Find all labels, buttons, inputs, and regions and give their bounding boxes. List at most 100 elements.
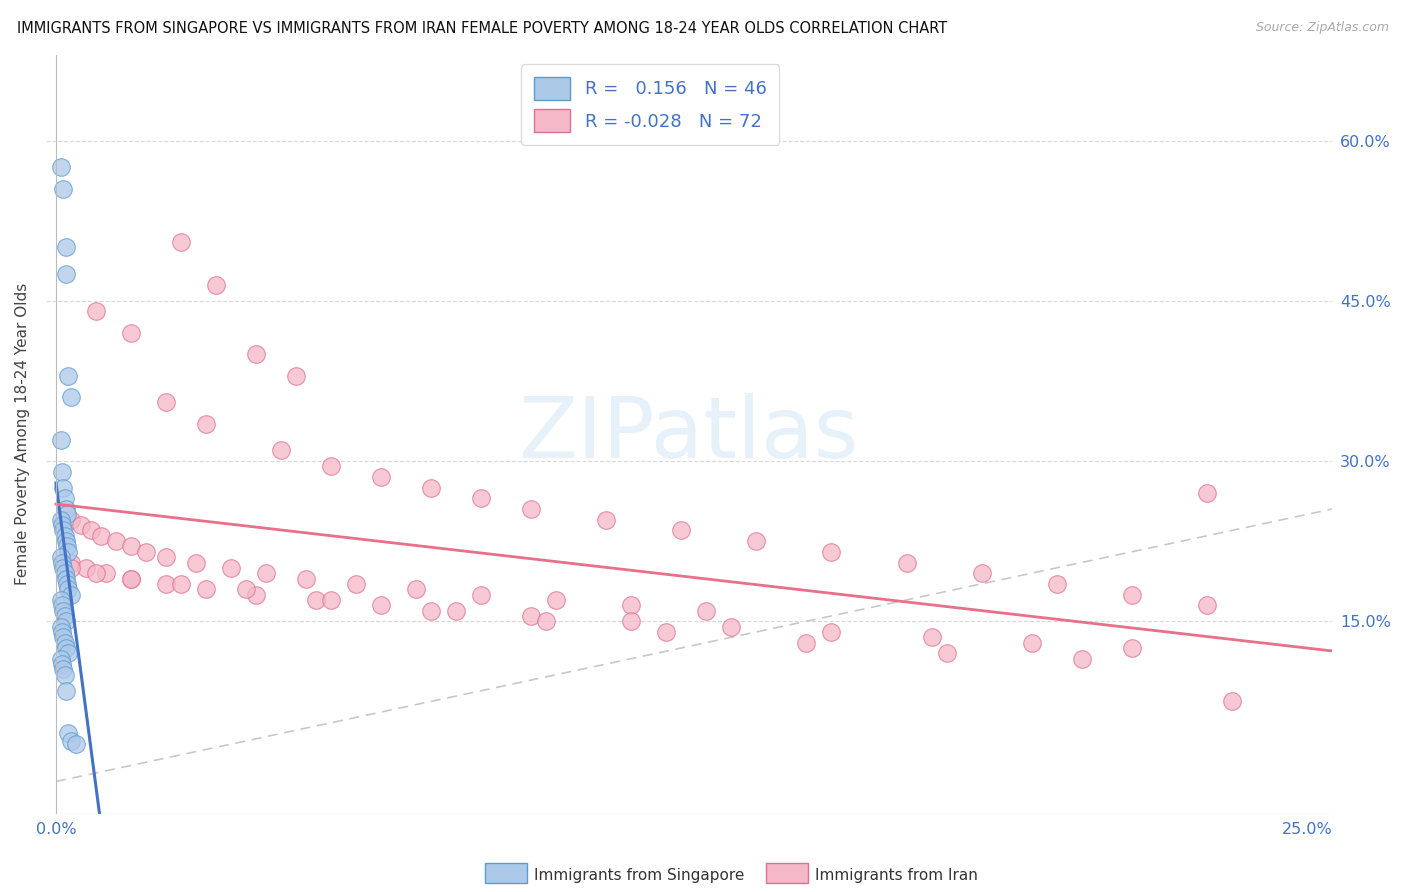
Point: [295, 572, 318, 586]
Point: [170, 577, 193, 591]
Point: [520, 608, 543, 623]
Point: [59, 734, 82, 748]
Text: ZIPatlas: ZIPatlas: [519, 392, 859, 475]
Point: [51, 599, 73, 613]
Point: [820, 545, 842, 559]
Point: [53, 491, 76, 506]
Point: [59, 561, 82, 575]
Point: [1195, 486, 1218, 500]
Point: [796, 635, 818, 649]
Point: [120, 572, 142, 586]
Point: [55, 240, 77, 254]
Point: [1046, 577, 1069, 591]
Point: [55, 534, 77, 549]
Point: [53, 667, 76, 681]
Point: [52, 662, 75, 676]
Point: [155, 577, 177, 591]
Point: [135, 545, 157, 559]
Point: [546, 593, 568, 607]
Point: [155, 550, 177, 565]
Point: [105, 534, 128, 549]
Point: [935, 646, 957, 660]
Point: [84, 304, 107, 318]
Point: [49, 513, 72, 527]
Point: [254, 566, 277, 581]
Point: [51, 465, 73, 479]
Point: [55, 267, 77, 281]
Point: [80, 524, 103, 538]
Point: [58, 368, 80, 383]
Point: [52, 630, 75, 644]
Point: [820, 624, 842, 639]
Point: [59, 390, 82, 404]
Point: [120, 572, 142, 586]
Point: [55, 640, 77, 655]
Point: [49, 651, 72, 665]
Point: [70, 518, 93, 533]
Point: [56, 540, 79, 554]
Legend: R =   0.156   N = 46, R = -0.028   N = 72: R = 0.156 N = 46, R = -0.028 N = 72: [522, 64, 779, 145]
Point: [51, 518, 73, 533]
Point: [120, 540, 142, 554]
Point: [1021, 635, 1043, 649]
Point: [58, 646, 80, 660]
Point: [195, 582, 218, 597]
Point: [1070, 651, 1092, 665]
Point: [420, 481, 443, 495]
Point: [896, 556, 918, 570]
Text: Source: ZipAtlas.com: Source: ZipAtlas.com: [1256, 21, 1389, 34]
Text: Immigrants from Singapore: Immigrants from Singapore: [534, 869, 745, 883]
Text: IMMIGRANTS FROM SINGAPORE VS IMMIGRANTS FROM IRAN FEMALE POVERTY AMONG 18-24 YEA: IMMIGRANTS FROM SINGAPORE VS IMMIGRANTS …: [17, 21, 948, 36]
Y-axis label: Female Poverty Among 18-24 Year Olds: Female Poverty Among 18-24 Year Olds: [15, 283, 30, 585]
Point: [90, 529, 112, 543]
Point: [536, 614, 558, 628]
Point: [52, 561, 75, 575]
Point: [53, 635, 76, 649]
Point: [671, 524, 693, 538]
Point: [620, 599, 643, 613]
Point: [55, 683, 77, 698]
Point: [52, 481, 75, 495]
Point: [420, 604, 443, 618]
Point: [219, 561, 242, 575]
Point: [305, 593, 328, 607]
Point: [49, 619, 72, 633]
Point: [285, 368, 308, 383]
Point: [370, 599, 392, 613]
Point: [620, 614, 643, 628]
Point: [49, 550, 72, 565]
Point: [970, 566, 993, 581]
Point: [52, 524, 75, 538]
Point: [59, 513, 82, 527]
Point: [470, 588, 492, 602]
Point: [321, 593, 343, 607]
Point: [720, 619, 742, 633]
Point: [49, 161, 72, 175]
Point: [1220, 694, 1243, 708]
Point: [59, 588, 82, 602]
Point: [120, 326, 142, 340]
Point: [84, 566, 107, 581]
Point: [344, 577, 367, 591]
Point: [51, 657, 73, 671]
Point: [520, 502, 543, 516]
Point: [58, 582, 80, 597]
Point: [184, 556, 207, 570]
Point: [49, 433, 72, 447]
Point: [75, 561, 97, 575]
Point: [1121, 640, 1143, 655]
Point: [270, 443, 292, 458]
Point: [53, 608, 76, 623]
Point: [655, 624, 678, 639]
Point: [205, 277, 228, 292]
Point: [56, 577, 79, 591]
Point: [52, 604, 75, 618]
Point: [405, 582, 427, 597]
Point: [245, 347, 267, 361]
Point: [59, 556, 82, 570]
Point: [53, 529, 76, 543]
Point: [170, 235, 193, 249]
Point: [195, 417, 218, 431]
Point: [1195, 599, 1218, 613]
Point: [55, 614, 77, 628]
